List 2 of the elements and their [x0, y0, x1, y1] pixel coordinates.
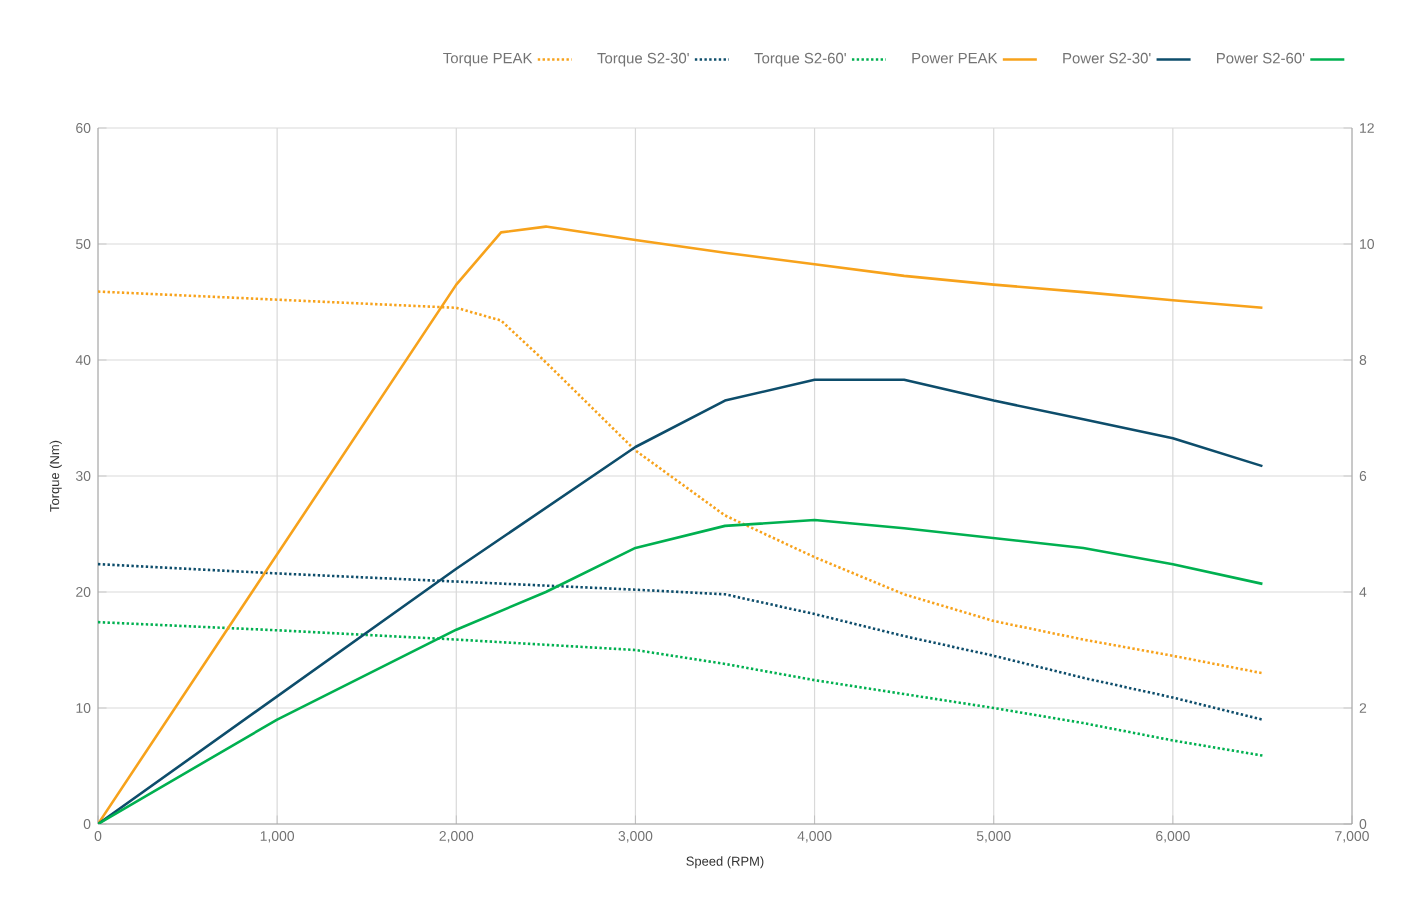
line-series — [98, 378, 1264, 824]
line-series — [98, 225, 1264, 824]
